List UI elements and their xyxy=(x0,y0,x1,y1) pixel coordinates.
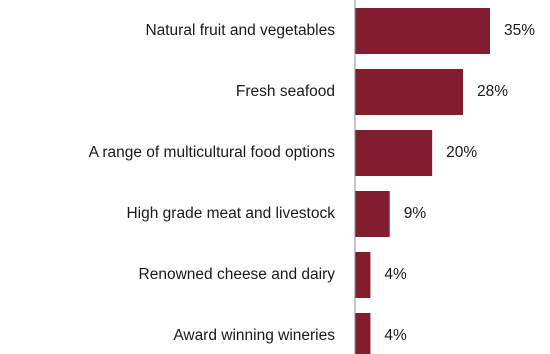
bar xyxy=(355,313,371,354)
category-labels-layer: Natural fruit and vegetables Fresh seafoo… xyxy=(89,22,336,344)
bar xyxy=(355,69,463,115)
category-label: Fresh seafood xyxy=(236,83,335,100)
value-label: 20% xyxy=(446,144,477,161)
value-label: 35% xyxy=(504,22,535,39)
value-labels-layer: 35% 28% 20% 9% 4% 4% xyxy=(384,22,535,344)
value-label: 9% xyxy=(404,205,427,222)
value-label: 4% xyxy=(384,266,407,283)
value-label: 4% xyxy=(384,327,407,344)
bars-layer xyxy=(355,8,490,354)
bar xyxy=(355,191,390,237)
bar xyxy=(355,130,433,176)
category-label: Natural fruit and vegetables xyxy=(145,22,335,39)
value-label: 28% xyxy=(477,83,508,100)
bar xyxy=(355,252,371,298)
category-label: Award winning wineries xyxy=(173,327,335,344)
category-label: Renowned cheese and dairy xyxy=(139,266,336,283)
category-label: High grade meat and livestock xyxy=(126,205,335,222)
bar xyxy=(355,8,490,54)
category-label: A range of multicultural food options xyxy=(89,144,336,161)
